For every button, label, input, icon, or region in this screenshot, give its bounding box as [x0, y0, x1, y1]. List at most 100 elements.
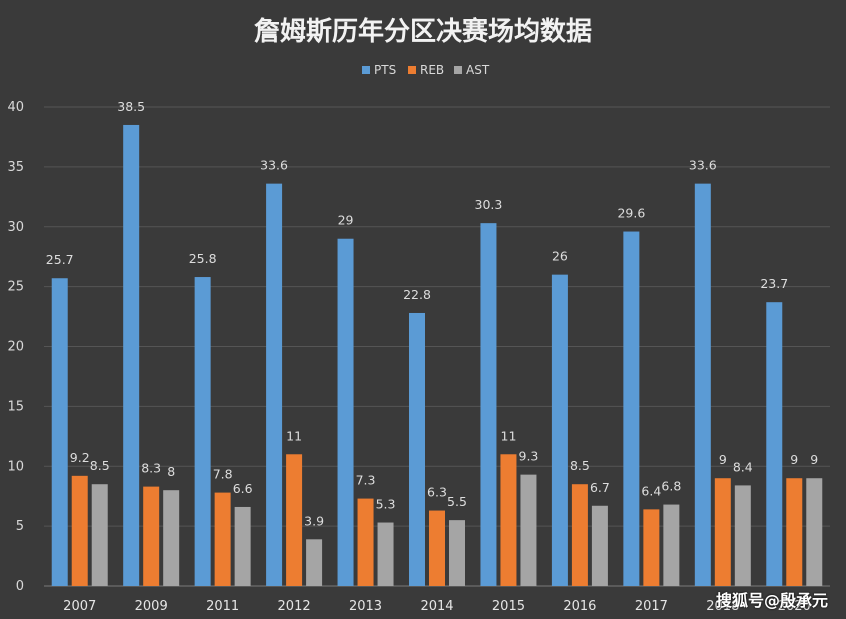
bar-pts-2017 [623, 231, 640, 587]
data-label-pts-2015: 30.3 [475, 197, 503, 212]
bar-reb-2015 [500, 454, 517, 586]
data-label-pts-2014: 22.8 [403, 287, 431, 302]
data-label-reb-2011: 7.8 [213, 467, 233, 482]
x-tick-label: 2009 [135, 599, 168, 614]
data-label-pts-2016: 26 [552, 249, 568, 264]
bar-ast-2015 [520, 474, 537, 586]
bar-reb-2007 [71, 475, 88, 586]
x-tick-label: 2012 [278, 599, 311, 614]
data-label-pts-2020: 23.7 [760, 276, 788, 291]
data-label-reb-2016: 8.5 [570, 458, 590, 473]
bar-reb-2009 [143, 486, 160, 586]
bar-ast-2009 [163, 490, 180, 586]
data-label-ast-2011: 6.6 [233, 481, 253, 496]
bar-reb-2011 [214, 492, 231, 586]
y-tick-label: 25 [7, 280, 24, 295]
data-label-reb-2007: 9.2 [70, 450, 90, 465]
data-label-reb-2017: 6.4 [641, 483, 661, 498]
x-tick-label: 2013 [349, 599, 382, 614]
bar-reb-2018 [714, 478, 731, 586]
x-tick-label: 2011 [206, 599, 239, 614]
bar-ast-2018 [734, 485, 751, 586]
legend-label-ast: AST [466, 63, 490, 77]
bar-reb-2016 [571, 484, 588, 586]
bar-reb-2012 [286, 454, 303, 586]
x-tick-label: 2015 [492, 599, 525, 614]
data-label-ast-2018: 8.4 [733, 459, 753, 474]
legend-swatch-reb [408, 66, 416, 74]
bar-pts-2016 [551, 274, 568, 586]
data-label-ast-2020: 9 [810, 452, 818, 467]
bar-ast-2012 [306, 539, 323, 586]
chart-title: 詹姆斯历年分区决赛场均数据 [254, 16, 592, 47]
x-tick-label: 2007 [63, 599, 96, 614]
data-label-reb-2018: 9 [719, 452, 727, 467]
data-label-reb-2015: 11 [501, 428, 517, 443]
legend-swatch-ast [454, 66, 462, 74]
legend-label-pts: PTS [374, 63, 396, 77]
data-label-ast-2013: 5.3 [376, 497, 396, 512]
y-tick-label: 10 [7, 459, 24, 474]
data-label-reb-2009: 8.3 [141, 461, 161, 476]
data-label-pts-2012: 33.6 [260, 158, 288, 173]
y-tick-label: 30 [7, 220, 24, 235]
data-label-ast-2007: 8.5 [90, 458, 110, 473]
legend-swatch-pts [362, 66, 370, 74]
data-label-ast-2017: 6.8 [661, 479, 681, 494]
data-label-reb-2014: 6.3 [427, 485, 447, 500]
bar-reb-2017 [643, 509, 660, 586]
bar-ast-2014 [449, 520, 465, 586]
data-label-ast-2014: 5.5 [447, 494, 467, 509]
x-axis: 2007 2009 2011 2012 2013 2014 2015 2016 2017 2018… [63, 599, 811, 614]
bar-ast-2011 [234, 506, 251, 586]
y-tick-label: 0 [16, 579, 24, 594]
data-label-ast-2015: 9.3 [519, 449, 539, 464]
bar-pts-2009 [123, 124, 140, 587]
legend-label-reb: REB [420, 63, 444, 77]
bar-pts-2011 [194, 277, 211, 586]
data-label-pts-2011: 25.8 [189, 251, 217, 266]
data-label-pts-2018: 33.6 [689, 158, 717, 173]
bar-ast-2007 [91, 484, 108, 586]
y-tick-label: 5 [16, 519, 24, 534]
y-tick-label: 35 [7, 160, 24, 175]
bar-pts-2014 [409, 312, 425, 586]
watermark: 搜狐号@殷承元 [715, 591, 828, 610]
bar-ast-2013 [377, 522, 394, 586]
data-label-ast-2009: 8 [167, 464, 175, 479]
data-labels: 25.79.28.538.58.3 825.87.86.633.6113.9297… [46, 99, 818, 528]
bar-reb-2014 [429, 510, 445, 586]
x-tick-label: 2014 [420, 599, 453, 614]
gridlines [44, 106, 830, 527]
x-tick-label: 2017 [635, 599, 668, 614]
bar-pts-2020 [766, 302, 783, 586]
y-tick-label: 40 [7, 100, 24, 115]
x-tick-label: 2020 [778, 599, 811, 614]
data-label-reb-2012: 11 [286, 428, 302, 443]
data-label-reb-2013: 7.3 [356, 473, 376, 488]
data-label-pts-2007: 25.7 [46, 252, 74, 267]
bar-reb-2020 [786, 478, 803, 586]
bars [51, 124, 823, 587]
bar-pts-2015 [480, 223, 497, 586]
data-label-reb-2020: 9 [790, 452, 798, 467]
legend: PTS REB AST [362, 63, 490, 77]
data-label-pts-2017: 29.6 [617, 206, 645, 221]
bar-pts-2012 [266, 183, 283, 586]
data-label-pts-2013: 29 [338, 213, 354, 228]
bar-ast-2016 [591, 505, 608, 586]
x-tick-label: 2018 [706, 599, 739, 614]
bar-ast-2017 [663, 504, 680, 586]
data-label-ast-2012: 3.9 [304, 513, 324, 528]
x-tick-label: 2016 [563, 599, 596, 614]
bar-ast-2020 [806, 478, 823, 586]
bar-pts-2007 [51, 278, 68, 586]
bar-pts-2018 [694, 183, 711, 586]
data-label-pts-2009: 38.5 [117, 99, 145, 114]
data-label-ast-2016: 6.7 [590, 480, 610, 495]
bar-pts-2013 [337, 238, 354, 586]
y-tick-label: 20 [7, 340, 24, 355]
bar-reb-2013 [357, 498, 374, 586]
y-tick-label: 15 [7, 399, 24, 414]
